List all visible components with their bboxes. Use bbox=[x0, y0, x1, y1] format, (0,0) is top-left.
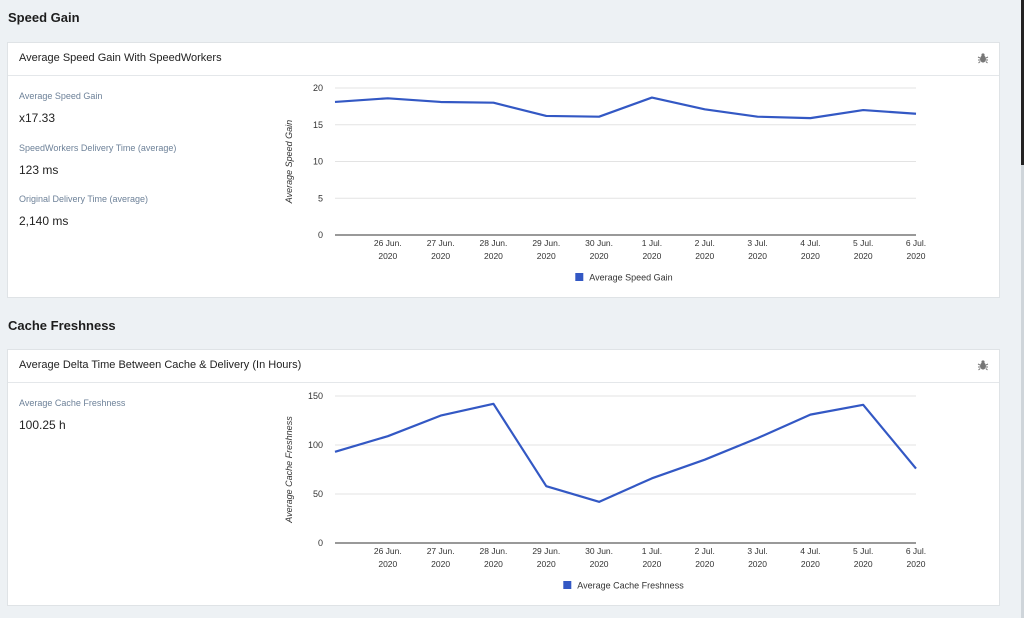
y-tick-label: 100 bbox=[308, 440, 323, 450]
series-line bbox=[334, 96, 917, 120]
x-tick-label: 28 Jun. bbox=[480, 546, 508, 556]
x-tick-label-year: 2020 bbox=[907, 559, 926, 569]
bug-icon[interactable] bbox=[977, 359, 989, 371]
x-tick-label: 29 Jun. bbox=[532, 238, 560, 248]
x-tick-label: 30 Jun. bbox=[585, 546, 613, 556]
stat-label-average-cache-freshness: Average Cache Freshness bbox=[19, 398, 126, 408]
y-tick-label: 20 bbox=[313, 83, 323, 93]
x-tick-label-year: 2020 bbox=[695, 251, 714, 261]
y-tick-label: 0 bbox=[318, 538, 323, 548]
cache-freshness-line-chart: 0 50 100 150 26 Jun. 2020 27 Jun. 2020 28 Jun. 20… bbox=[284, 391, 926, 591]
y-tick-label: 50 bbox=[313, 489, 323, 499]
card-header: Average Speed Gain With SpeedWorkers bbox=[8, 43, 999, 76]
x-tick-label: 26 Jun. bbox=[374, 546, 402, 556]
x-tick-label: 4 Jul. bbox=[800, 546, 820, 556]
x-tick-label-year: 2020 bbox=[854, 559, 873, 569]
x-tick-label: 6 Jul. bbox=[906, 546, 926, 556]
x-tick-label-year: 2020 bbox=[590, 251, 609, 261]
x-tick-label-year: 2020 bbox=[537, 559, 556, 569]
scrollbar-thumb[interactable] bbox=[1021, 0, 1024, 165]
x-tick-label-year: 2020 bbox=[748, 559, 767, 569]
x-tick-label: 2 Jul. bbox=[695, 238, 715, 248]
x-tick-label-year: 2020 bbox=[431, 251, 450, 261]
x-tick-label-year: 2020 bbox=[537, 251, 556, 261]
x-tick-label-year: 2020 bbox=[484, 559, 503, 569]
x-tick-label: 3 Jul. bbox=[747, 238, 767, 248]
y-tick-label: 15 bbox=[313, 120, 323, 130]
stat-value-average-cache-freshness: 100.25 h bbox=[19, 418, 66, 432]
x-tick-label: 4 Jul. bbox=[800, 238, 820, 248]
x-tick-label: 26 Jun. bbox=[374, 238, 402, 248]
y-tick-label: 0 bbox=[318, 230, 323, 240]
cache-freshness-card: Average Delta Time Between Cache & Deliv… bbox=[7, 349, 1000, 606]
x-tick-label: 5 Jul. bbox=[853, 238, 873, 248]
x-tick-label-year: 2020 bbox=[801, 559, 820, 569]
legend-label: Average Cache Freshness bbox=[577, 581, 684, 591]
stat-label-average-speed-gain: Average Speed Gain bbox=[19, 91, 103, 101]
x-tick-label: 2 Jul. bbox=[695, 546, 715, 556]
x-tick-label: 3 Jul. bbox=[747, 546, 767, 556]
card-title: Average Delta Time Between Cache & Deliv… bbox=[19, 359, 302, 371]
speed-gain-card: Average Speed Gain With SpeedWorkers Ave… bbox=[7, 42, 1000, 298]
x-tick-label-year: 2020 bbox=[748, 251, 767, 261]
y-axis-label: Average Speed Gain bbox=[284, 120, 294, 204]
section-title-cache-freshness: Cache Freshness bbox=[8, 318, 116, 333]
legend-label: Average Speed Gain bbox=[589, 273, 672, 283]
x-tick-label-year: 2020 bbox=[484, 251, 503, 261]
x-tick-label-year: 2020 bbox=[642, 251, 661, 261]
card-title: Average Speed Gain With SpeedWorkers bbox=[19, 52, 222, 64]
scrollbar[interactable] bbox=[1021, 0, 1024, 618]
speed-gain-line-chart: 0 5 10 15 20 26 Jun. 2020 27 Jun. 2020 28 Jun. 202… bbox=[284, 83, 926, 283]
x-tick-label-year: 2020 bbox=[695, 559, 714, 569]
legend-swatch bbox=[563, 581, 572, 589]
y-tick-label: 150 bbox=[308, 391, 323, 401]
stat-label-original-delivery-time: Original Delivery Time (average) bbox=[19, 194, 149, 204]
series-line bbox=[334, 402, 917, 503]
x-tick-label: 6 Jul. bbox=[906, 238, 926, 248]
legend-swatch bbox=[575, 273, 584, 281]
card-header: Average Delta Time Between Cache & Deliv… bbox=[8, 350, 999, 383]
stat-label-speedworkers-delivery-time: SpeedWorkers Delivery Time (average) bbox=[19, 143, 177, 153]
x-tick-label: 28 Jun. bbox=[480, 238, 508, 248]
y-tick-label: 5 bbox=[318, 193, 323, 203]
x-tick-label: 1 Jul. bbox=[642, 546, 662, 556]
stat-value-speedworkers-delivery-time: 123 ms bbox=[19, 163, 59, 177]
x-tick-label: 27 Jun. bbox=[427, 238, 455, 248]
y-tick-label: 10 bbox=[313, 157, 323, 167]
stat-value-average-speed-gain: x17.33 bbox=[19, 111, 56, 125]
x-tick-label-year: 2020 bbox=[907, 251, 926, 261]
x-tick-label: 30 Jun. bbox=[585, 238, 613, 248]
x-tick-label: 5 Jul. bbox=[853, 546, 873, 556]
x-tick-label-year: 2020 bbox=[378, 251, 397, 261]
stat-value-original-delivery-time: 2,140 ms bbox=[19, 214, 69, 228]
x-tick-label: 29 Jun. bbox=[532, 546, 560, 556]
x-tick-label-year: 2020 bbox=[801, 251, 820, 261]
x-tick-label: 27 Jun. bbox=[427, 546, 455, 556]
x-tick-label: 1 Jul. bbox=[642, 238, 662, 248]
x-tick-label-year: 2020 bbox=[590, 559, 609, 569]
x-tick-label-year: 2020 bbox=[854, 251, 873, 261]
x-tick-label-year: 2020 bbox=[431, 559, 450, 569]
bug-icon[interactable] bbox=[977, 52, 989, 64]
x-tick-label-year: 2020 bbox=[378, 559, 397, 569]
y-axis-label: Average Cache Freshness bbox=[284, 416, 294, 524]
x-tick-label-year: 2020 bbox=[642, 559, 661, 569]
section-title-speed-gain: Speed Gain bbox=[8, 10, 80, 25]
